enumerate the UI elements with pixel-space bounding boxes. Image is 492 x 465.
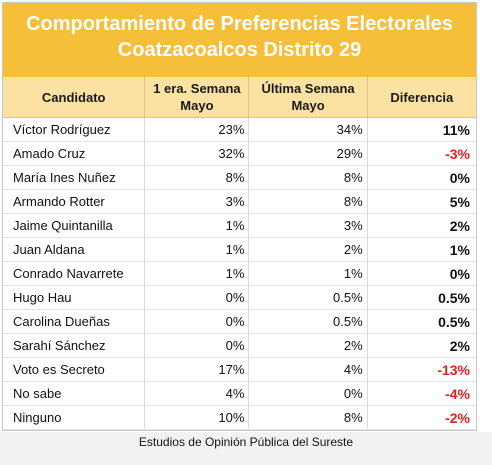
- results-table-frame: Comportamiento de Preferencias Electoral…: [2, 2, 477, 431]
- difference-value: 0.5%: [367, 285, 476, 310]
- table-body: Víctor Rodríguez 23% 34% 11% Amado Cruz 32% 29…: [3, 117, 476, 430]
- first-week-value: 10%: [144, 405, 250, 430]
- table-row: Víctor Rodríguez 23% 34% 11%: [3, 117, 476, 142]
- table-row: Voto es Secreto 17% 4% -13%: [3, 357, 476, 382]
- difference-value: -13%: [367, 357, 476, 382]
- header-semana1: 1 era. Semana Mayo: [144, 77, 250, 118]
- table-row: Armando Rotter 3% 8% 5%: [3, 189, 476, 214]
- candidate-name: Carolina Dueñas: [3, 309, 146, 334]
- candidate-name: Ninguno: [3, 405, 146, 430]
- first-week-value: 4%: [144, 381, 250, 406]
- last-week-value: 3%: [248, 213, 368, 238]
- table-row: Carolina Dueñas 0% 0.5% 0.5%: [3, 309, 476, 334]
- difference-value: 0.5%: [367, 309, 476, 334]
- difference-value: -4%: [367, 381, 476, 406]
- candidate-name: Sarahí Sánchez: [3, 333, 146, 358]
- first-week-value: 32%: [144, 141, 250, 166]
- candidate-name: Víctor Rodríguez: [3, 117, 146, 142]
- table-row: No sabe 4% 0% -4%: [3, 381, 476, 406]
- difference-value: 1%: [367, 237, 476, 262]
- first-week-value: 0%: [144, 309, 250, 334]
- last-week-value: 8%: [248, 165, 368, 190]
- results-table: Candidato 1 era. Semana Mayo Última Sema…: [3, 77, 476, 430]
- header-row: Candidato 1 era. Semana Mayo Última Sema…: [3, 77, 476, 118]
- first-week-value: 1%: [144, 213, 250, 238]
- table-row: María Ines Nuñez 8% 8% 0%: [3, 165, 476, 190]
- last-week-value: 4%: [248, 357, 368, 382]
- first-week-value: 0%: [144, 285, 250, 310]
- candidate-name: Hugo Hau: [3, 285, 146, 310]
- difference-value: 2%: [367, 333, 476, 358]
- last-week-value: 2%: [248, 333, 368, 358]
- last-week-value: 0%: [248, 381, 368, 406]
- table-row: Jaime Quintanilla 1% 3% 2%: [3, 213, 476, 238]
- first-week-value: 23%: [144, 117, 250, 142]
- last-week-value: 1%: [248, 261, 368, 286]
- table-row: Juan Aldana 1% 2% 1%: [3, 237, 476, 262]
- first-week-value: 0%: [144, 333, 250, 358]
- last-week-value: 0.5%: [248, 309, 368, 334]
- table-row: Amado Cruz 32% 29% -3%: [3, 141, 476, 166]
- difference-value: 0%: [367, 261, 476, 286]
- last-week-value: 8%: [248, 189, 368, 214]
- title-line-1: Comportamiento de Preferencias Electoral…: [26, 13, 453, 35]
- difference-value: 11%: [367, 117, 476, 142]
- last-week-value: 2%: [248, 237, 368, 262]
- first-week-value: 1%: [144, 237, 250, 262]
- table-row: Hugo Hau 0% 0.5% 0.5%: [3, 285, 476, 310]
- candidate-name: Amado Cruz: [3, 141, 146, 166]
- difference-value: 5%: [367, 189, 476, 214]
- candidate-name: Voto es Secreto: [3, 357, 146, 382]
- candidate-name: María Ines Nuñez: [3, 165, 146, 190]
- last-week-value: 8%: [248, 405, 368, 430]
- candidate-name: No sabe: [3, 381, 146, 406]
- last-week-value: 0.5%: [248, 285, 368, 310]
- header-diferencia: Diferencia: [367, 77, 476, 118]
- last-week-value: 29%: [248, 141, 368, 166]
- difference-value: -3%: [367, 141, 476, 166]
- table-title: Comportamiento de Preferencias Electoral…: [3, 3, 476, 77]
- footer-credit: Estudios de Opinión Pública del Sureste: [0, 432, 492, 465]
- candidate-name: Conrado Navarrete: [3, 261, 146, 286]
- first-week-value: 17%: [144, 357, 250, 382]
- first-week-value: 3%: [144, 189, 250, 214]
- difference-value: -2%: [367, 405, 476, 430]
- candidate-name: Armando Rotter: [3, 189, 146, 214]
- table-row: Ninguno 10% 8% -2%: [3, 405, 476, 430]
- candidate-name: Jaime Quintanilla: [3, 213, 146, 238]
- difference-value: 2%: [367, 213, 476, 238]
- table-row: Sarahí Sánchez 0% 2% 2%: [3, 333, 476, 358]
- table-row: Conrado Navarrete 1% 1% 0%: [3, 261, 476, 286]
- first-week-value: 8%: [144, 165, 250, 190]
- candidate-name: Juan Aldana: [3, 237, 146, 262]
- header-candidato: Candidato: [3, 77, 146, 118]
- header-ultima: Última Semana Mayo: [248, 77, 368, 118]
- first-week-value: 1%: [144, 261, 250, 286]
- difference-value: 0%: [367, 165, 476, 190]
- title-line-2: Coatzacoalcos Distrito 29: [117, 39, 362, 61]
- last-week-value: 34%: [248, 117, 368, 142]
